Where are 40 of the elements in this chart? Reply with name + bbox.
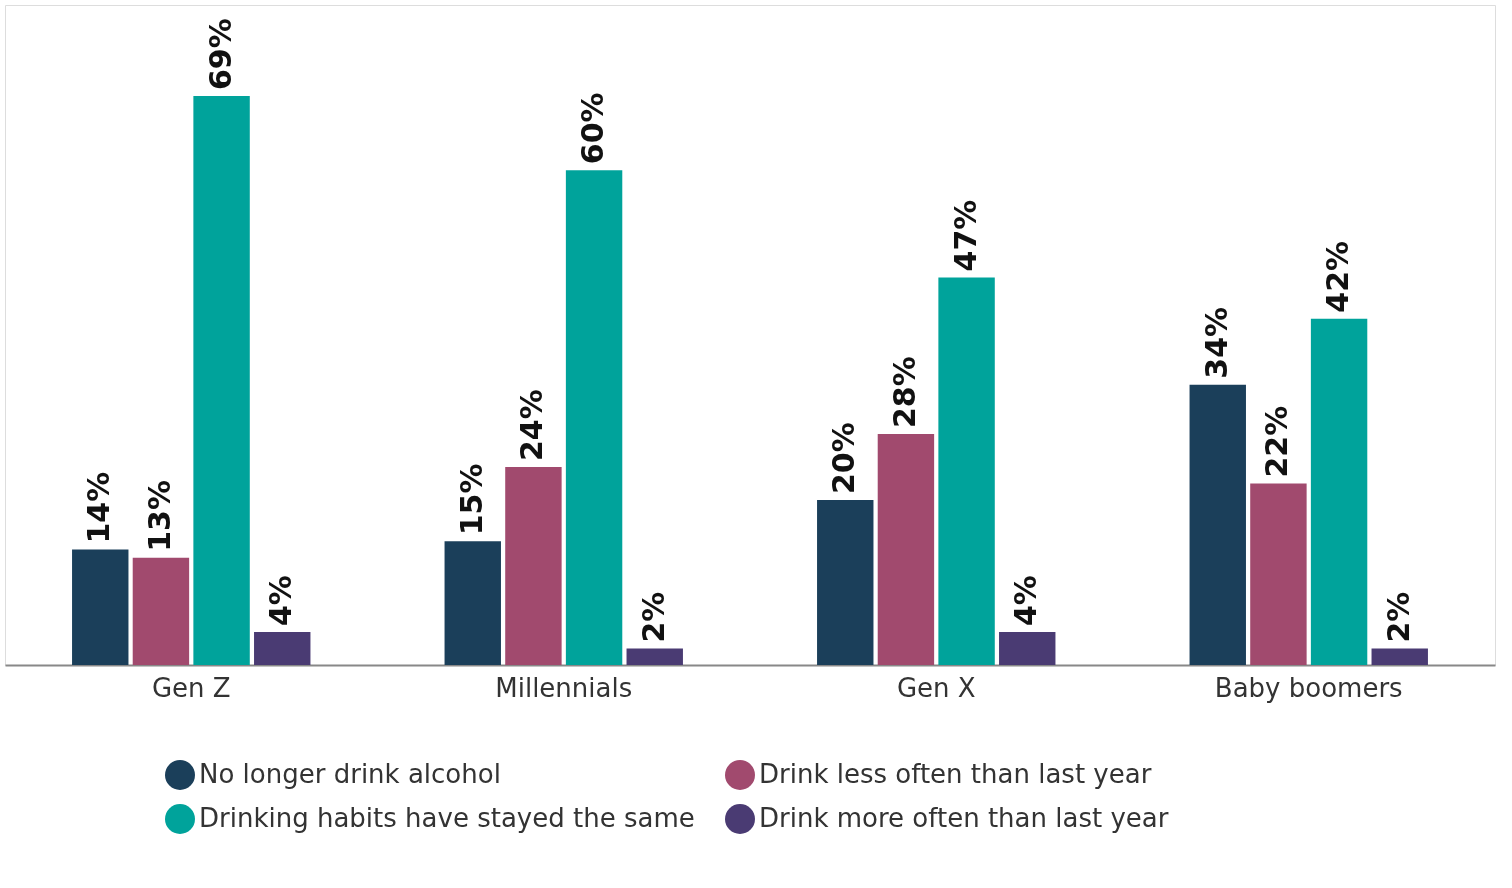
data-label: 2% <box>635 591 671 643</box>
x-tick-label: Gen Z <box>151 672 231 703</box>
data-label: 42% <box>1320 240 1356 313</box>
data-label: 28% <box>886 356 922 429</box>
data-label: 22% <box>1259 405 1295 478</box>
data-label: 14% <box>81 471 117 544</box>
bar <box>132 557 190 665</box>
bar <box>626 648 683 665</box>
bar <box>72 549 129 665</box>
data-label: 2% <box>1380 591 1416 643</box>
bar <box>1310 318 1368 665</box>
data-label: 4% <box>263 575 299 627</box>
bar <box>817 500 874 665</box>
legend-label: Drink less often than last year <box>759 759 1152 789</box>
data-label: 60% <box>575 92 611 165</box>
bar <box>505 467 562 665</box>
bar <box>193 96 250 665</box>
legend-label: Drink more often than last year <box>759 803 1169 833</box>
data-label: 34% <box>1198 306 1234 379</box>
data-label: 4% <box>1008 575 1044 627</box>
x-tick-label: Millennials <box>495 672 633 703</box>
bar <box>1371 648 1428 665</box>
legend-label: No longer drink alcohol <box>199 759 501 789</box>
data-label: 13% <box>141 479 177 552</box>
bar <box>1250 483 1307 665</box>
bar <box>1189 384 1246 665</box>
x-tick-label: Baby boomers <box>1214 672 1403 703</box>
legend-label: Drinking habits have stayed the same <box>199 803 695 833</box>
bar <box>444 541 501 665</box>
data-label: 24% <box>514 389 550 462</box>
data-label: 15% <box>453 463 489 536</box>
bar <box>254 632 311 665</box>
bar <box>999 632 1056 665</box>
x-tick-label: Gen X <box>896 672 976 703</box>
data-label: 47% <box>947 199 983 272</box>
bar <box>877 434 935 665</box>
data-label: 69% <box>202 18 238 91</box>
bar <box>565 170 623 665</box>
data-label: 20% <box>826 422 862 495</box>
bar <box>938 277 995 665</box>
